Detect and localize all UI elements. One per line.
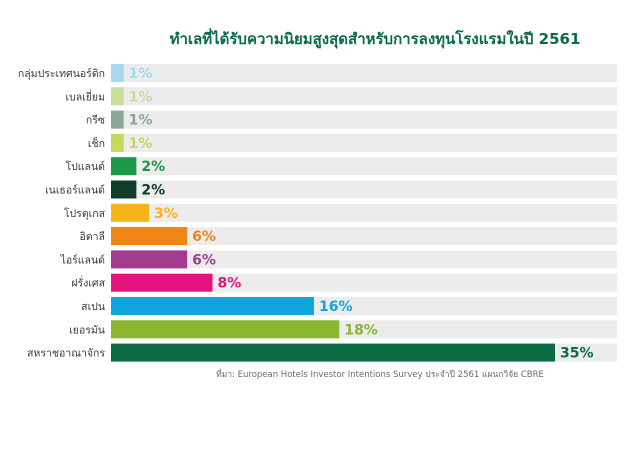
bar-track [111,227,617,246]
bar [111,64,124,82]
category-label: ไอร์แลนด์ [60,253,105,266]
value-label: 18% [344,322,378,338]
bar [111,227,188,246]
category-label: ฝรั่งเศส [71,276,105,290]
bar-track [111,133,617,152]
bar [111,297,314,315]
category-label: อิตาลี [80,230,105,243]
category-label: กลุ่มประเทศนอร์ดิก [18,67,105,80]
value-label: 6% [192,229,216,245]
bar [111,87,124,106]
bar-track [111,64,617,82]
bar-track [111,203,617,222]
bar-track [111,250,617,269]
value-label: 1% [129,136,153,152]
value-label: 1% [129,113,153,129]
category-label: เบลเยี่ยม [65,89,105,103]
value-label: 2% [141,183,165,199]
bar [111,343,555,362]
bar-track [111,273,617,292]
chart-source: ที่มา: European Hotels Investor Intentio… [216,370,544,380]
bar [111,110,124,129]
value-label: 16% [319,299,353,315]
bar-track [111,157,617,176]
category-label: สหราชอาณาจักร [27,348,105,360]
category-label: สเปน [81,301,105,313]
bar [111,133,124,152]
category-label: กรีซ [86,114,105,127]
bar [111,157,137,176]
value-label: 1% [129,89,153,105]
category-label: โปแลนด์ [65,160,105,173]
value-label: 2% [141,159,165,175]
bar [111,320,340,339]
bar [111,203,150,222]
bar [111,180,137,199]
category-label: เยอรมัน [69,324,105,336]
value-label: 35% [560,346,594,362]
bar-track [111,87,617,106]
bar-track [111,180,617,199]
category-label: เช็ก [88,136,105,150]
value-label: 8% [217,276,241,292]
chart-title: ทำเลที่ได้รับความนิยมสูงสุดสำหรับการลงทุ… [169,30,581,48]
value-label: 6% [192,252,216,268]
value-label: 1% [129,66,153,82]
category-label: โปรตุเกส [64,207,106,220]
bar [111,273,213,292]
category-label: เนเธอร์แลนด์ [45,184,105,197]
bar-track [111,110,617,129]
value-label: 3% [154,206,178,222]
bar [111,250,188,269]
